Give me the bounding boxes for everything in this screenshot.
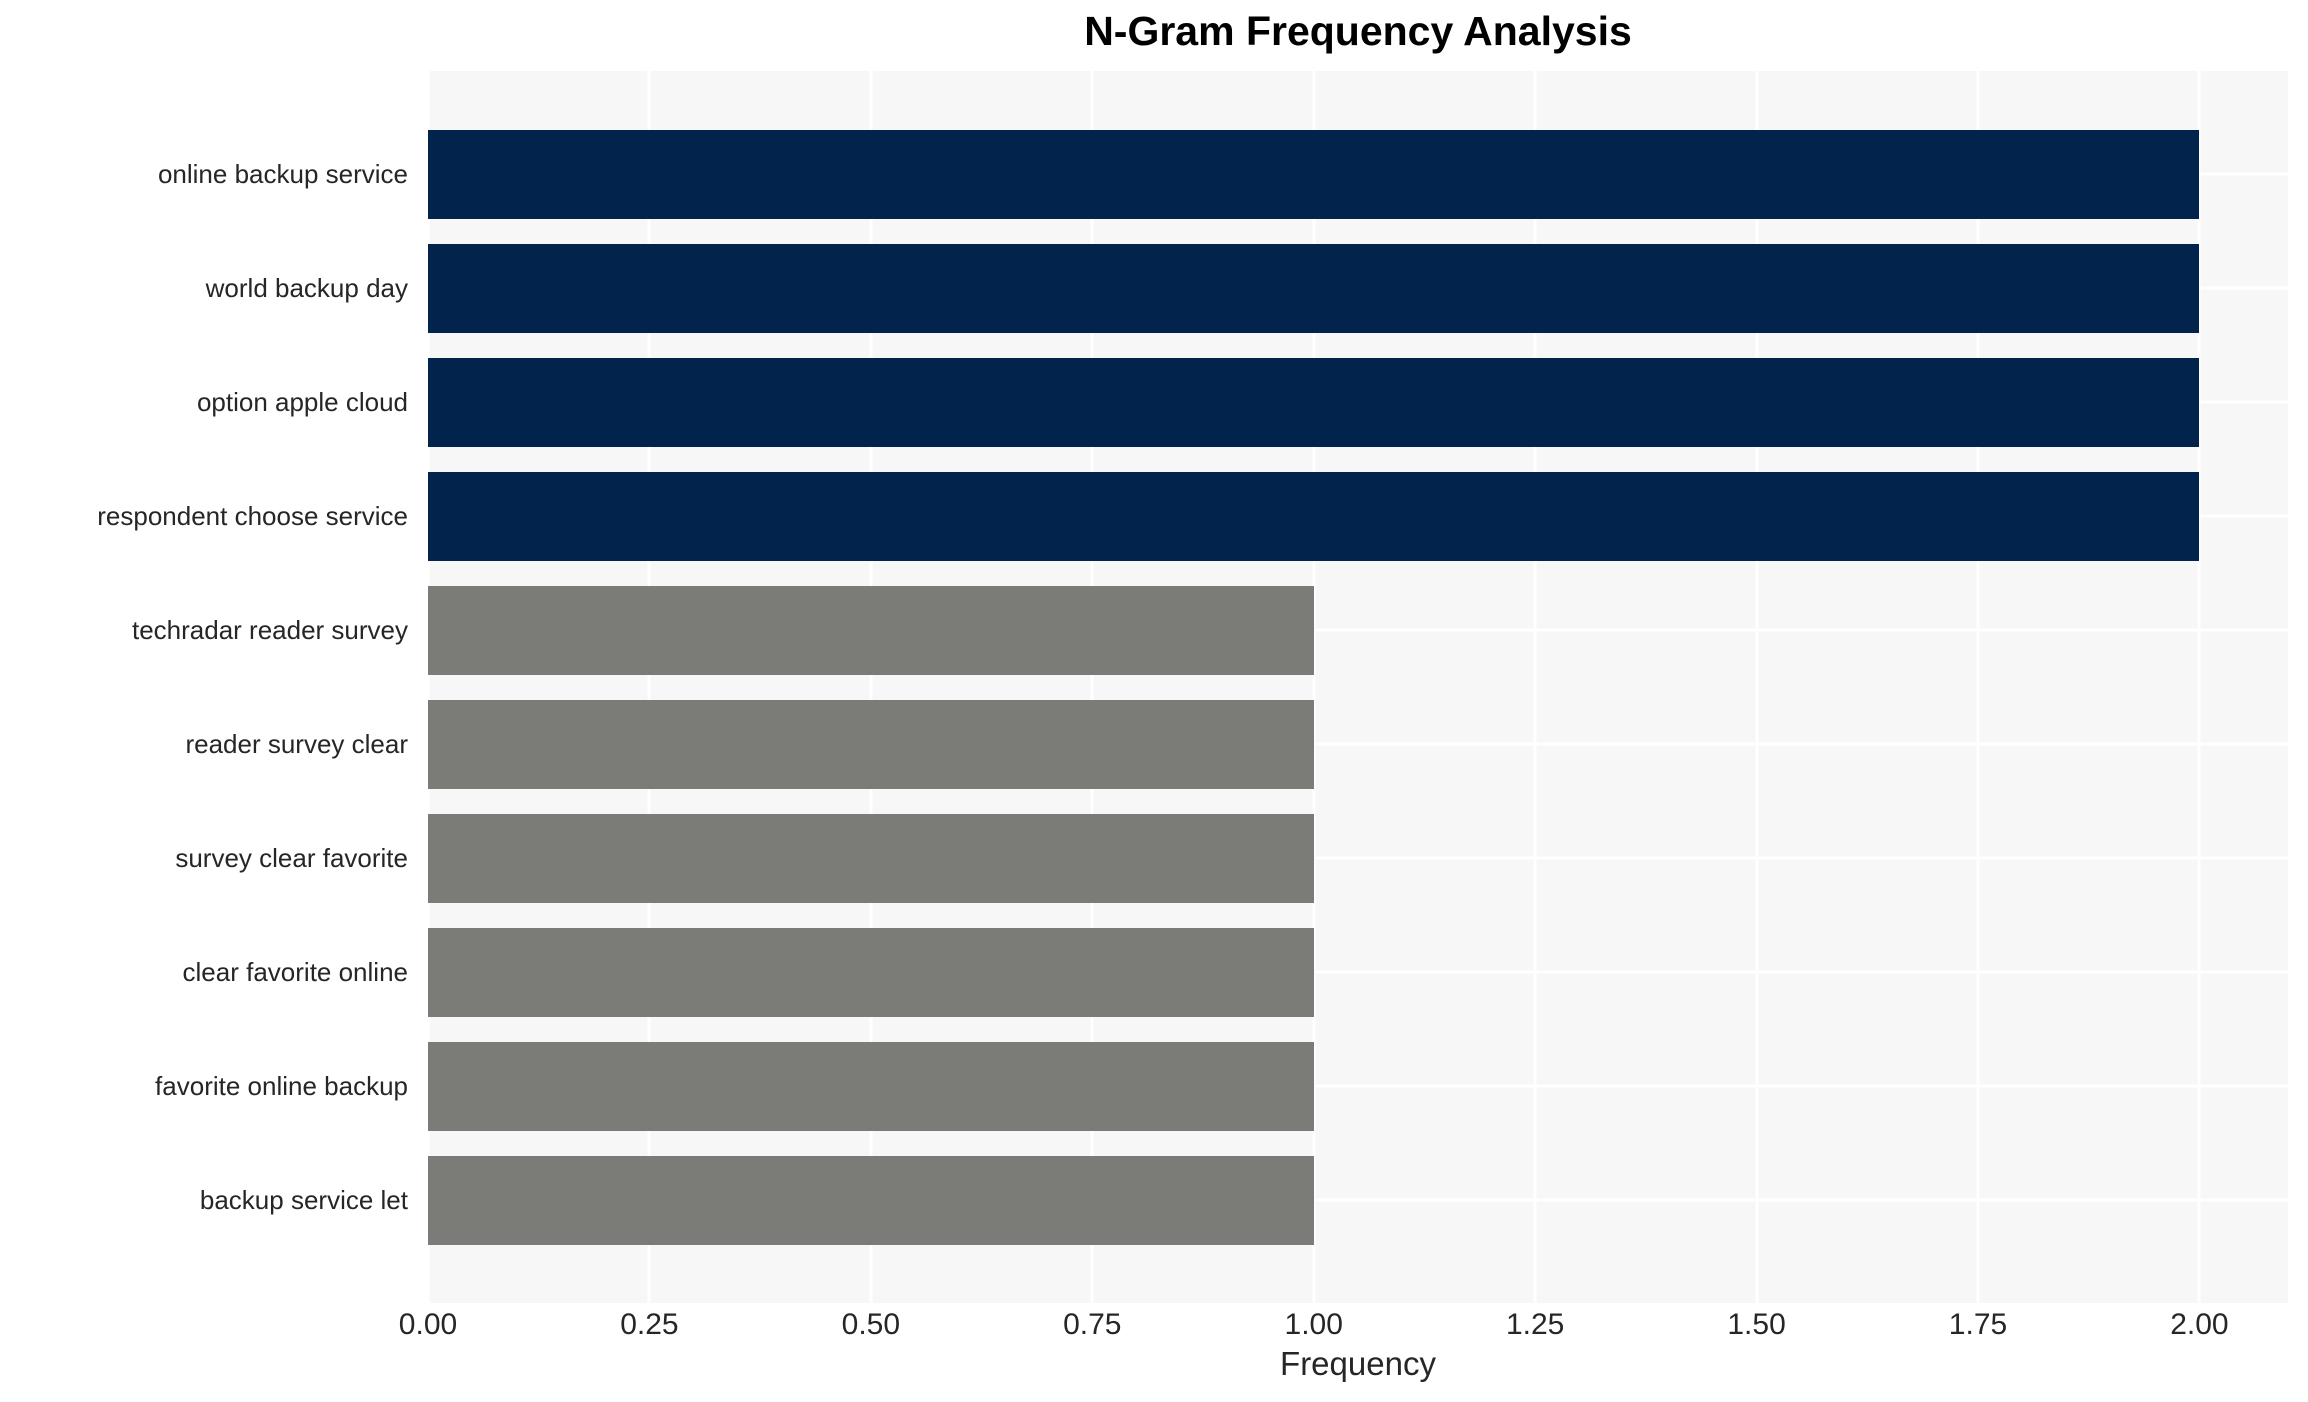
x-axis-tick-label: 0.75 [1063,1308,1122,1341]
y-gridline [428,628,2288,632]
x-gridline-0.75 [1090,71,1094,1303]
bar-row [428,117,2288,231]
y-axis-label: online backup service [157,158,408,189]
bar [428,471,2200,561]
plot-area [426,71,2288,1303]
x-gridline-1.75 [1976,71,1980,1303]
x-axis-tick-label: 1.75 [1948,1308,2008,1341]
x-axis-tick-label: 1.25 [1505,1308,1565,1341]
y-axis-label: techradar reader survey [131,614,408,645]
y-axis-label: respondent choose service [97,500,408,531]
x-gridline-0.00 [426,71,430,1303]
y-axis-label: reader survey clear [185,728,408,759]
x-axis-tick-labels: 0.00 0.25 0.50 0.75 1.00 1.25 1.50 1.75 2.00 [399,1308,2288,1346]
bar [428,243,2200,333]
bar [428,699,1314,789]
chart-title-container: N-Gram Frequency Analysis [428,8,2288,55]
bar [428,357,2200,447]
x-axis-tick-label: 0.50 [841,1308,901,1341]
x-gridline-0.50 [869,71,873,1303]
y-gridline [428,742,2288,746]
bar [428,927,1314,1017]
x-gridline-1.25 [1533,71,1537,1303]
bar-row [428,345,2288,459]
bar [428,129,2200,219]
y-axis-label: favorite online backup [155,1070,408,1101]
x-gridline-1.50 [1755,71,1759,1303]
x-axis-tick-label: 2.00 [2170,1308,2229,1341]
bar-row [428,1029,2288,1143]
bar-row [428,801,2288,915]
x-axis-tick-label: 1.50 [1727,1308,1786,1341]
y-gridline [428,970,2288,974]
y-gridline [428,856,2288,860]
x-axis-title: Frequency [1280,1345,1436,1382]
bar-row [428,459,2288,573]
x-axis-tick-label: 0.00 [398,1308,458,1341]
bar-row [428,231,2288,345]
bar-row [428,573,2288,687]
y-axis-labels: online backup service world backup day opt… [0,71,418,1303]
bar [428,813,1314,903]
y-axis-label: world backup day [205,272,408,303]
x-axis-title-container: Frequency [428,1345,2288,1382]
bar-row [428,915,2288,1029]
bar [428,1041,1314,1131]
y-gridline [428,1198,2288,1202]
x-axis-tick-label: 0.25 [620,1308,679,1341]
bar [428,1155,1314,1245]
y-axis-label: clear favorite online [182,956,408,987]
x-axis-tick-label: 1.00 [1284,1308,1343,1341]
y-gridline [428,1084,2288,1088]
x-gridline-1.00 [1312,71,1316,1303]
bar [428,585,1314,675]
y-axis-label: option apple cloud [196,386,408,417]
y-axis-label: backup service let [199,1184,408,1215]
y-axis-label: survey clear favorite [175,842,408,873]
x-gridline-2.00 [2197,71,2201,1303]
x-gridline-0.25 [647,71,651,1303]
bar-row [428,1143,2288,1257]
bar-row [428,687,2288,801]
chart-title: N-Gram Frequency Analysis [1084,8,1632,54]
